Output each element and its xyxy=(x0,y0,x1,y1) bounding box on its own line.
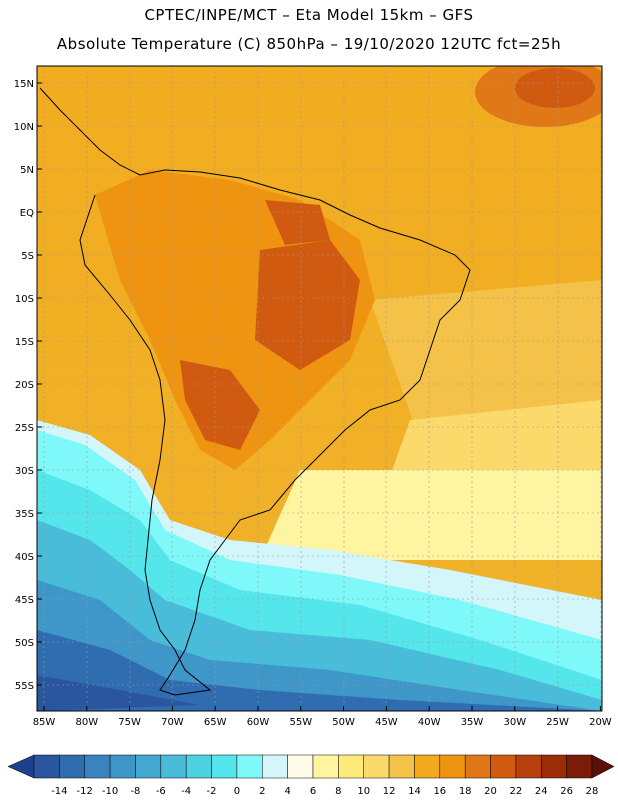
colorbar-swatch xyxy=(338,754,364,779)
colorbar-tick-label: -10 xyxy=(102,786,118,797)
colorbar-tick-label: 8 xyxy=(335,786,341,797)
lat-label-25S: 25S xyxy=(15,423,34,434)
chart-subtitle: Absolute Temperature (C) 850hPa – 19/10/… xyxy=(56,35,562,53)
lon-label-20W: 20W xyxy=(589,717,612,728)
lat-label-55S: 55S xyxy=(15,681,34,692)
lat-label-50S: 50S xyxy=(15,638,34,649)
lon-label-35W: 35W xyxy=(461,717,484,728)
lat-label-10S: 10S xyxy=(15,294,34,305)
colorbar-tick-label: 10 xyxy=(357,786,370,797)
colorbar-swatch xyxy=(109,754,136,779)
lon-label-85W: 85W xyxy=(33,717,56,728)
lon-label-55W: 55W xyxy=(289,717,312,728)
map-frame xyxy=(36,65,603,712)
longitude-labels: 85W 80W 75W 70W 65W 60W 55W 50W 45W 40W 35W 30W 25W 2… xyxy=(33,706,612,728)
lon-label-50W: 50W xyxy=(332,717,355,728)
colorbar-tick-label: 22 xyxy=(510,786,523,797)
colorbar-tick-label: 20 xyxy=(484,786,497,797)
lon-label-80W: 80W xyxy=(75,717,98,728)
colorbar-swatch xyxy=(160,754,187,779)
colorbar-swatch xyxy=(262,754,288,779)
colorbar-swatch xyxy=(84,754,111,779)
colorbar-tick-label: 14 xyxy=(408,786,421,797)
lon-label-75W: 75W xyxy=(118,717,141,728)
colorbar-left-arrow xyxy=(7,754,35,779)
colorbar-tick-label: -8 xyxy=(130,786,140,797)
colorbar-swatch xyxy=(33,754,60,779)
colorbar-swatch xyxy=(490,754,517,779)
colorbar-tick-label: 16 xyxy=(433,786,446,797)
lat-label-30S: 30S xyxy=(15,466,34,477)
lat-label-45S: 45S xyxy=(15,595,34,606)
colorbar-swatch xyxy=(363,754,390,779)
lon-label-40W: 40W xyxy=(418,717,441,728)
colorbar-tick-label: -6 xyxy=(156,786,166,797)
colorbar-right-arrow xyxy=(591,754,615,779)
colorbar-tick-label: -4 xyxy=(181,786,191,797)
colorbar-swatch xyxy=(287,754,314,779)
colorbar-swatch xyxy=(566,754,593,779)
colorbar-tick-label: 24 xyxy=(535,786,548,797)
temperature-field xyxy=(37,66,602,711)
colorbar-tick-label: -14 xyxy=(51,786,67,797)
colorbar-tick-label: 2 xyxy=(259,786,265,797)
colorbar-swatch xyxy=(135,754,162,779)
colorbar-tick-label: 12 xyxy=(383,786,396,797)
lat-label-5S: 5S xyxy=(21,251,34,262)
colorbar-swatch xyxy=(185,754,212,779)
colorbar-swatch xyxy=(541,754,567,779)
colorbar-tick-label: 18 xyxy=(459,786,472,797)
lat-label-5N: 5N xyxy=(20,165,34,176)
chart-title: CPTEC/INPE/MCT – Eta Model 15km – GFS xyxy=(144,6,474,24)
lat-label-15S: 15S xyxy=(15,337,34,348)
lon-label-60W: 60W xyxy=(247,717,270,728)
lat-label-35S: 35S xyxy=(15,509,34,520)
colorbar-swatch xyxy=(388,754,415,779)
colorbar-swatch xyxy=(464,754,491,779)
lon-label-25W: 25W xyxy=(546,717,569,728)
colorbar-swatch xyxy=(211,754,238,779)
colorbar-tick-label: 26 xyxy=(560,786,573,797)
lon-label-45W: 45W xyxy=(375,717,398,728)
lon-label-65W: 65W xyxy=(204,717,227,728)
colorbar-tick-label: 28 xyxy=(586,786,599,797)
lat-label-EQ: EQ xyxy=(20,208,34,219)
colorbar-tick-label: 6 xyxy=(310,786,316,797)
colorbar-swatch xyxy=(59,754,85,779)
lon-label-30W: 30W xyxy=(503,717,526,728)
colorbar-tick-label: 4 xyxy=(284,786,290,797)
colorbar-swatch xyxy=(236,754,263,779)
lat-label-10N: 10N xyxy=(14,122,34,133)
colorbar-tick-label: -12 xyxy=(77,786,93,797)
colorbar-tick-label: 0 xyxy=(234,786,240,797)
latitude-labels: 15N 10N 5N EQ 5S 10S 15S 20S 25S 30S 35S 40S 45S 50S 5… xyxy=(14,79,42,692)
lat-label-20S: 20S xyxy=(15,380,34,391)
colorbar-tick-label: -2 xyxy=(207,786,217,797)
lon-label-70W: 70W xyxy=(161,717,184,728)
colorbar-swatch xyxy=(312,754,339,779)
lat-label-15N: 15N xyxy=(14,79,34,90)
colorbar-swatch xyxy=(439,754,466,779)
colorbar-swatch xyxy=(414,754,441,779)
colorbar-swatch xyxy=(515,754,542,779)
graticule xyxy=(37,66,602,711)
lat-label-40S: 40S xyxy=(15,552,34,563)
coastline xyxy=(39,87,471,696)
